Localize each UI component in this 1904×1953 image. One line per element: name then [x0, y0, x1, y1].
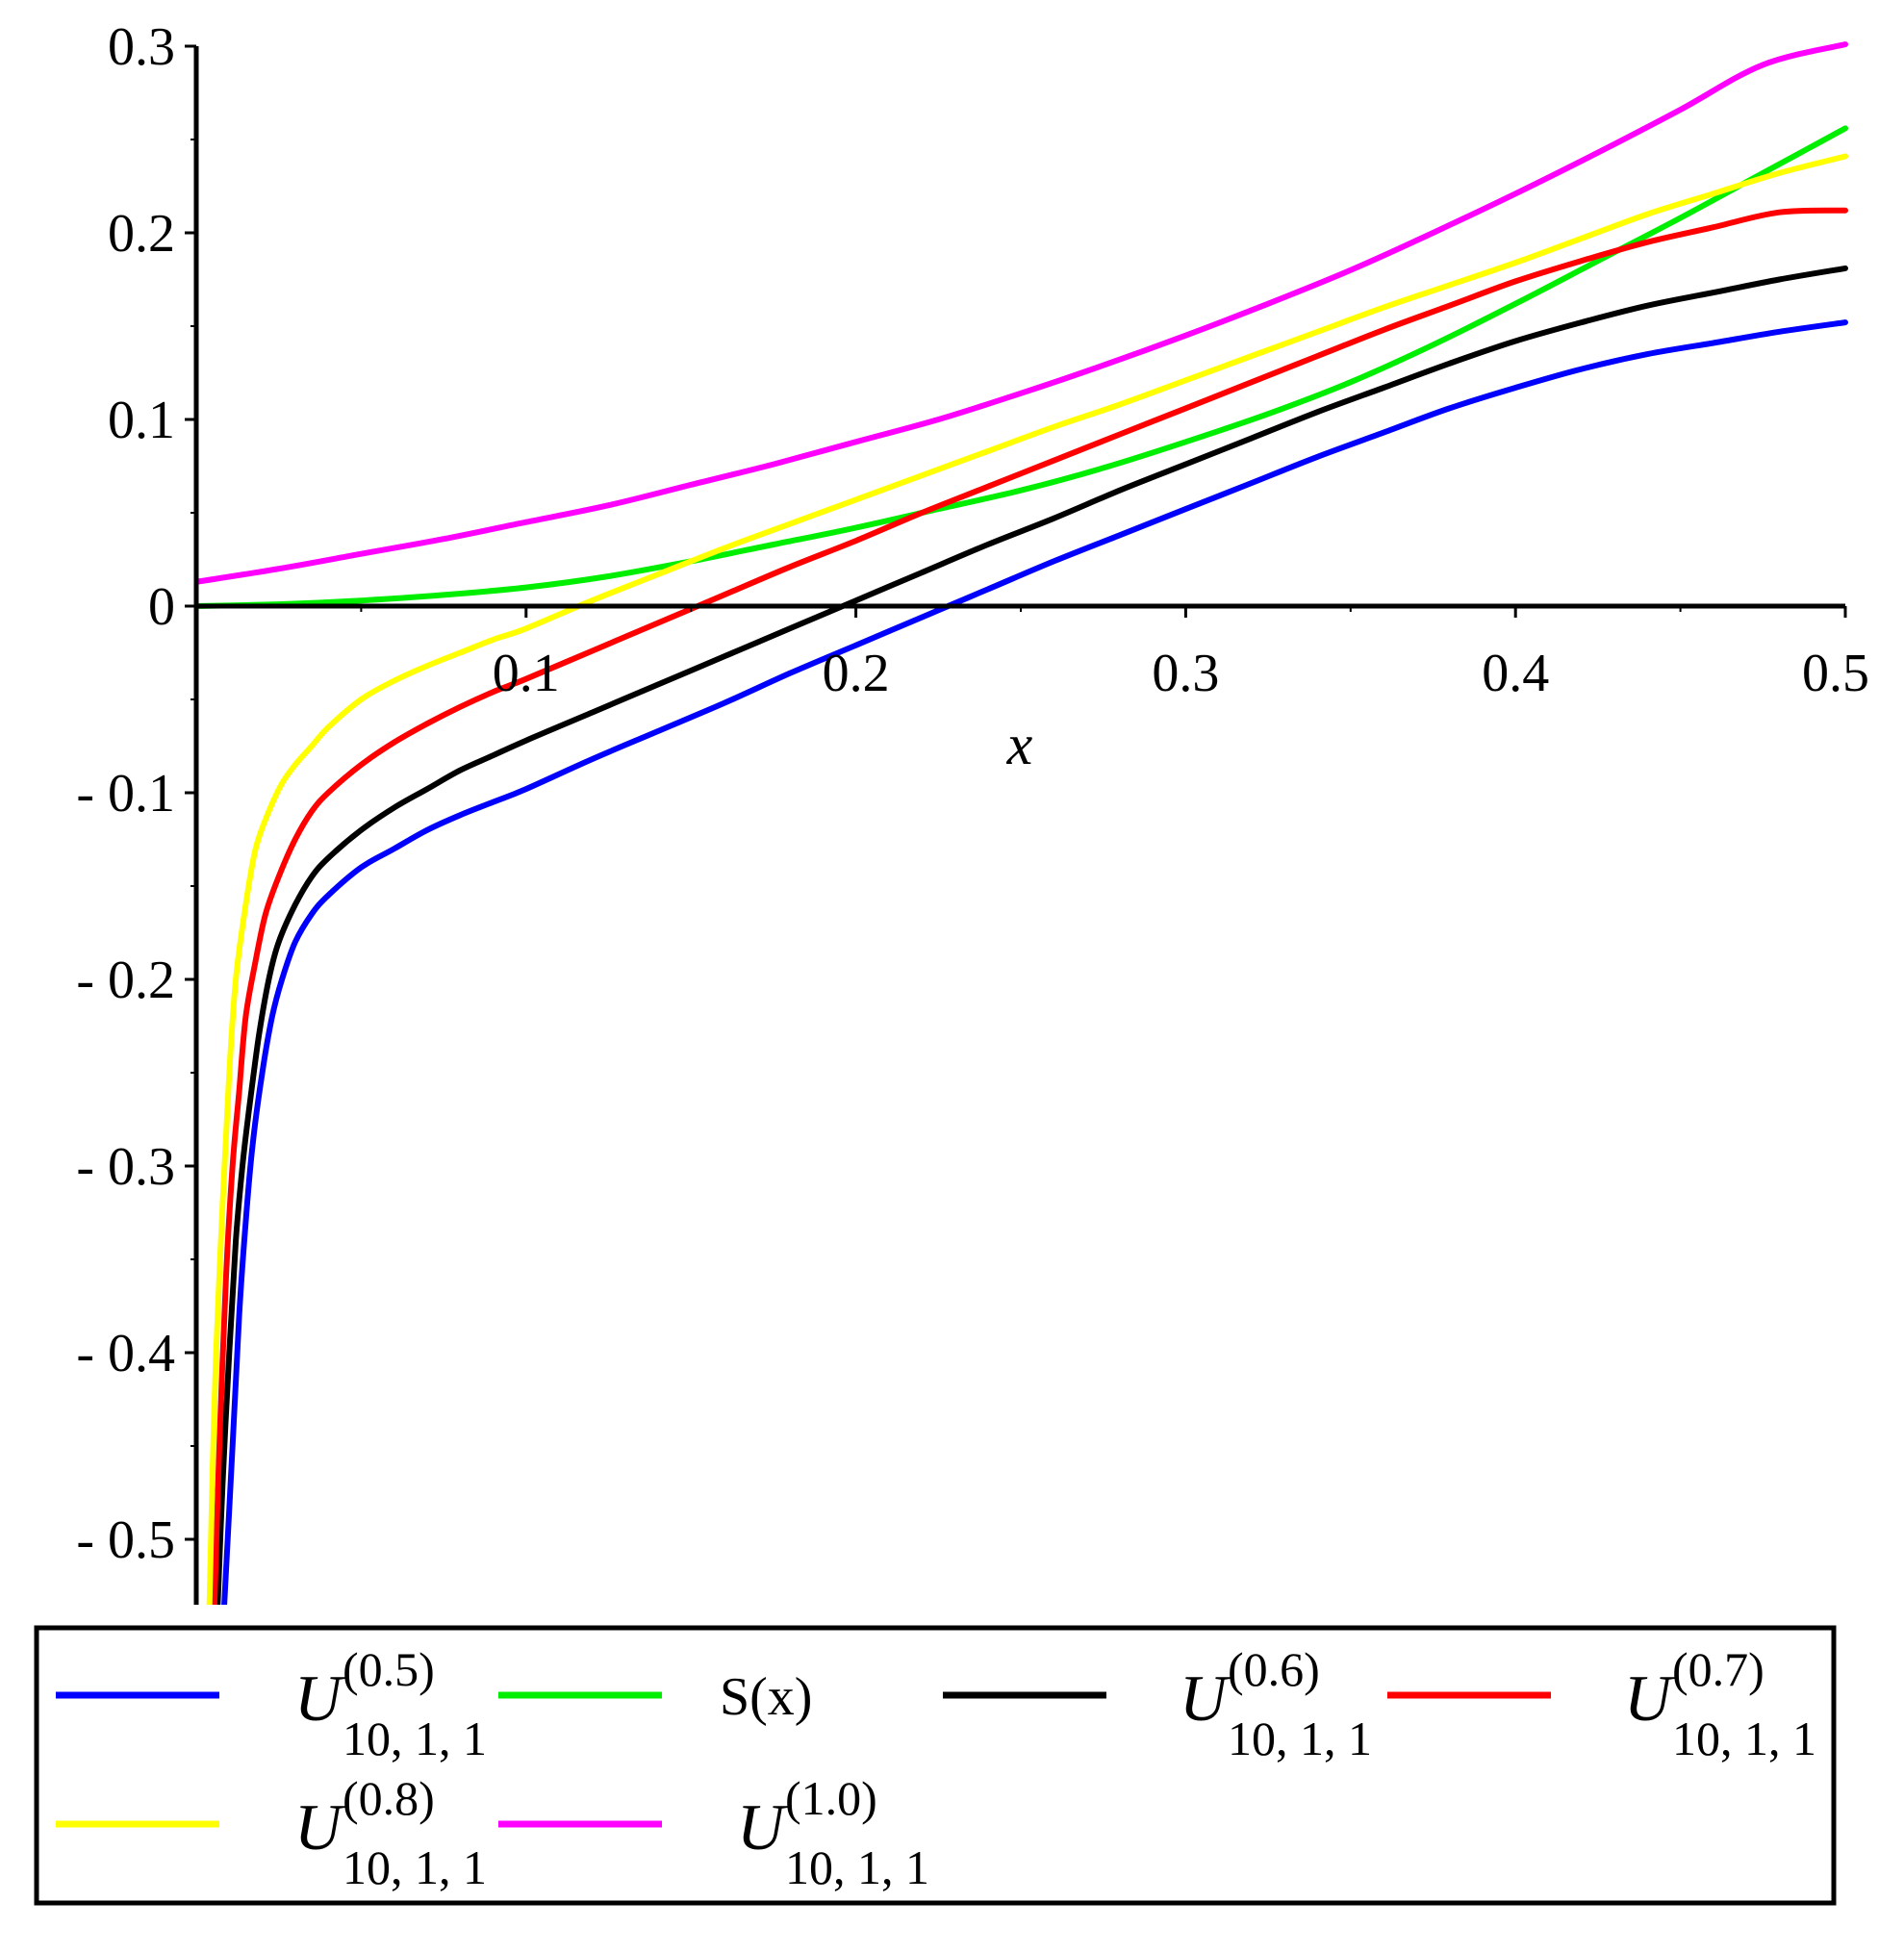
legend-superscript: (0.7) — [1672, 1642, 1764, 1696]
y-tick-label: 0 — [148, 577, 175, 637]
series-line-3 — [215, 265, 1848, 1605]
legend-symbol: U — [294, 1661, 345, 1735]
legend-superscript: (0.5) — [343, 1642, 435, 1696]
legend-symbol: U — [1180, 1661, 1231, 1735]
legend-superscript: (0.8) — [343, 1771, 435, 1825]
series-line-5 — [206, 153, 1848, 1605]
legend-label-2: S(x) — [720, 1667, 812, 1727]
x-tick-label: 0.4 — [1482, 644, 1549, 703]
legend-subscript: 10, 1, 1 — [785, 1840, 929, 1894]
legend: U (0.5)10, 1, 1S(x) U (0.6)10, 1, 1U (0.7)10… — [34, 1625, 1837, 1906]
legend-symbol: U — [294, 1790, 345, 1864]
y-tick-label: - 0.5 — [76, 1510, 175, 1570]
legend-subscript: 10, 1, 1 — [343, 1712, 487, 1765]
y-tick-label: 0.3 — [108, 17, 175, 77]
x-tick-label: 0.2 — [823, 644, 890, 703]
tick-group: 0.3 0.2 0.1 0 - 0.1 - 0.2 - 0.3 - 0.4 - 0.5 0.1 0.… — [76, 17, 1869, 1570]
y-tick-label: - 0.4 — [76, 1324, 175, 1383]
x-tick-label: 0.3 — [1152, 644, 1219, 703]
legend-label-3: U (0.6) 10, 1, 1 — [1180, 1642, 1372, 1765]
data-series-group — [196, 41, 1848, 1605]
legend-superscript: (0.6) — [1228, 1642, 1320, 1696]
series-line-4 — [211, 207, 1848, 1605]
y-tick-label: 0.1 — [108, 391, 175, 450]
series-line-1 — [221, 319, 1848, 1605]
x-tick-label: 0.1 — [493, 644, 560, 703]
legend-label-4: U (0.7) 10, 1, 1 — [1624, 1642, 1816, 1765]
legend-symbol: U — [1624, 1661, 1675, 1735]
axes — [193, 46, 1845, 1605]
legend-label-1: U (0.5) 10, 1, 1 — [294, 1642, 487, 1765]
y-tick-label: - 0.2 — [76, 951, 175, 1010]
series-line-2 — [196, 125, 1848, 609]
y-tick-label: - 0.1 — [76, 764, 175, 824]
legend-subscript: 10, 1, 1 — [1672, 1712, 1816, 1765]
legend-box — [34, 1625, 1837, 1906]
legend-label-5: U (0.8) 10, 1, 1 — [294, 1771, 487, 1894]
series-line-6 — [196, 41, 1848, 585]
legend-subscript: 10, 1, 1 — [343, 1840, 487, 1894]
y-tick-label: - 0.3 — [76, 1137, 175, 1197]
legend-subscript: 10, 1, 1 — [1228, 1712, 1372, 1765]
y-tick-label: 0.2 — [108, 204, 175, 264]
legend-symbol: U — [737, 1790, 788, 1864]
x-axis-label: x — [1006, 713, 1033, 776]
legend-label-6: U (1.0) 10, 1, 1 — [737, 1771, 929, 1894]
x-tick-label: 0.5 — [1802, 644, 1869, 703]
legend-superscript: (1.0) — [785, 1771, 877, 1825]
